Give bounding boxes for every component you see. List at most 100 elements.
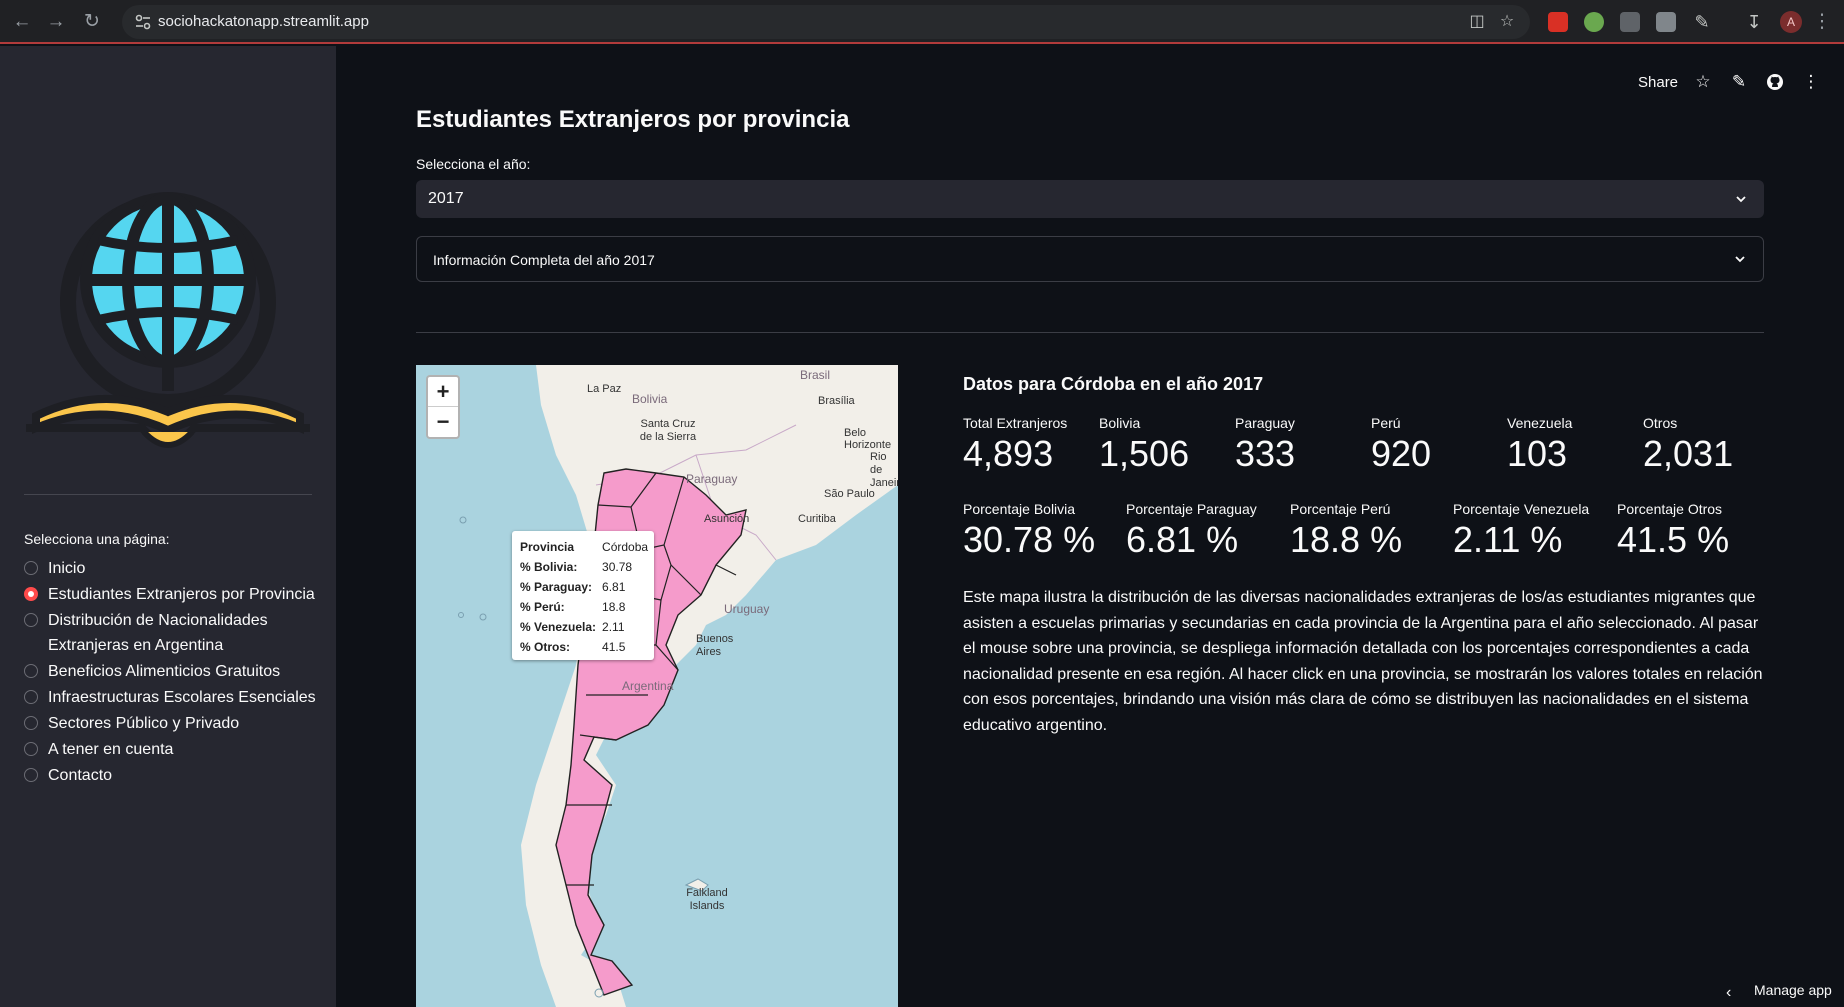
metric-label: Porcentaje Otros [1617,501,1723,517]
tooltip-value: 18.8 [602,600,626,614]
metric-label: Bolivia [1099,415,1141,431]
metric-label: Total Extranjeros [963,415,1068,431]
radio-label[interactable]: Distribución de Nacionalidades Extranjer… [48,612,268,654]
radio-button-selected[interactable] [24,587,38,601]
radio-button[interactable] [24,613,38,627]
back-icon[interactable]: ← [12,11,32,32]
radio-a-tener-en-cuenta[interactable]: A tener en cuenta [24,737,324,762]
radio-label[interactable]: Contacto [48,767,113,784]
metric-value: 1,506 [1099,433,1190,474]
extensions-puzzle-icon[interactable]: ✎ [1694,12,1710,32]
tooltip-key: Provincia [520,540,575,554]
radio-infraestructuras-escolares[interactable]: Infraestructuras Escolares Esenciales [24,685,324,710]
tooltip-key: % Perú: [520,600,565,614]
metric-venezuela: Venezuela 103 [1507,415,1572,475]
tooltip-value: 41.5 [602,640,626,654]
island [459,516,467,524]
profile-avatar[interactable]: A [1780,11,1802,33]
map-label-argentina: Argentina [622,679,674,693]
map-description: Este mapa ilustra la distribución de las… [963,589,1763,734]
radio-label[interactable]: Infraestructuras Escolares Esenciales [48,689,316,706]
metric-porcentaje-paraguay: Porcentaje Paraguay 6.81 % [1126,501,1257,561]
radio-button[interactable] [24,561,38,575]
tooltip-key: % Bolivia: [520,560,578,574]
share-button[interactable]: Share [1638,74,1679,91]
radio-sectores-publico-privado[interactable]: Sectores Público y Privado [24,711,324,736]
globe-book-logo [26,192,310,448]
radio-button[interactable] [24,716,38,730]
image-extension-icon[interactable] [1656,12,1676,32]
map-label-asuncion: Asunción [704,513,750,525]
forward-icon[interactable]: → [46,11,66,32]
island [458,612,464,618]
radio-label[interactable]: Sectores Público y Privado [48,715,240,732]
tooltip-key: % Venezuela: [520,620,597,634]
chevron-left-icon[interactable]: ‹ [1726,984,1732,1001]
tooltip-key: % Otros: [520,640,571,654]
radio-label[interactable]: Estudiantes Extranjeros por Provincia [48,586,315,603]
radio-label[interactable]: Beneficios Alimenticios Gratuitos [48,663,281,680]
browser-toolbar: ← → ↻ sociohackatonapp.streamlit.app ◫ ☆… [0,0,1844,44]
radio-button[interactable] [24,742,38,756]
radio-button[interactable] [24,664,38,678]
map-label-uruguay: Uruguay [724,602,770,616]
download-icon[interactable]: ↧ [1746,12,1762,32]
map-label-falkland: Falkland Islands [686,887,728,912]
zoom-out-button[interactable]: − [436,409,450,434]
metric-value: 18.8 % [1290,519,1403,560]
add-extension-icon[interactable] [1584,12,1604,32]
radio-button[interactable] [24,690,38,704]
chevron-down-icon[interactable] [1733,252,1747,266]
install-app-icon[interactable]: ◫ [1469,13,1485,30]
edit-pencil-icon[interactable]: ✎ [1731,72,1747,91]
tooltip-value: 2.11 [602,620,625,634]
radio-button[interactable] [24,768,38,782]
metric-label: Porcentaje Paraguay [1126,501,1257,517]
map-label-brasil: Brasil [800,368,831,382]
youtube-extension-icon[interactable] [1548,12,1568,32]
year-select-label: Selecciona el año: [416,156,531,172]
metric-porcentaje-otros: Porcentaje Otros 41.5 % [1617,501,1729,561]
tooltip-value: 30.78 [602,560,633,574]
chevron-down-icon[interactable] [1734,192,1748,206]
province-map[interactable]: La Paz Bolivia Brasil Brasília Santa Cru… [416,365,898,1007]
metric-porcentaje-bolivia: Porcentaje Bolivia 30.78 % [963,501,1095,561]
page-radio-group: Inicio Estudiantes Extranjeros por Provi… [24,556,324,789]
metric-value: 30.78 % [963,519,1096,560]
manage-app-button[interactable]: Manage app [1754,982,1832,998]
radio-beneficios-alimenticios[interactable]: Beneficios Alimenticios Gratuitos [24,659,324,684]
year-info-expander[interactable]: Información Completa del año 2017 [416,236,1764,282]
metric-value: 4,893 [963,433,1054,474]
radio-label[interactable]: Inicio [48,560,86,577]
address-bar[interactable]: sociohackatonapp.streamlit.app ◫ ☆ [122,5,1530,39]
url-text[interactable]: sociohackatonapp.streamlit.app [158,13,369,30]
metric-porcentaje-venezuela: Porcentaje Venezuela 2.11 % [1453,501,1589,561]
year-select[interactable]: 2017 [416,180,1764,218]
tooltip-value: Córdoba [602,540,649,554]
reload-icon[interactable]: ↻ [84,11,100,32]
star-icon[interactable]: ☆ [1695,72,1711,91]
metric-otros: Otros 2,031 [1643,415,1733,475]
radio-contacto[interactable]: Contacto [24,763,324,788]
metric-label: Venezuela [1507,415,1573,431]
radio-label[interactable]: A tener en cuenta [48,741,174,758]
map-label-santa-cruz: Santa Cruz de la Sierra [639,418,697,443]
radio-estudiantes-extranjeros[interactable]: Estudiantes Extranjeros por Provincia [24,582,324,607]
radio-distribucion-nacionalidades[interactable]: Distribución de Nacionalidades Extranjer… [24,608,324,658]
metric-total-extranjeros: Total Extranjeros 4,893 [963,415,1067,475]
site-settings-icon[interactable] [134,13,152,31]
map-label-curitiba: Curitiba [798,513,836,525]
zoom-in-button[interactable]: + [428,377,458,407]
expander-label[interactable]: Información Completa del año 2017 [433,252,655,268]
main-menu-icon[interactable]: ⋮ [1802,72,1820,91]
browser-menu-icon[interactable]: ⋮ [1812,11,1832,32]
metric-value: 6.81 % [1126,519,1239,560]
radio-inicio[interactable]: Inicio [24,556,324,581]
map-label-buenos-aires: Buenos Aires [696,633,734,658]
github-icon[interactable] [1765,72,1785,92]
map-label-sao-paulo: São Paulo [824,488,875,500]
printer-extension-icon[interactable] [1620,12,1640,32]
bookmark-star-icon[interactable]: ☆ [1499,13,1515,30]
map-label-belo-horizonte: Belo Horizonte [844,427,892,451]
year-select-value[interactable]: 2017 [428,190,464,207]
